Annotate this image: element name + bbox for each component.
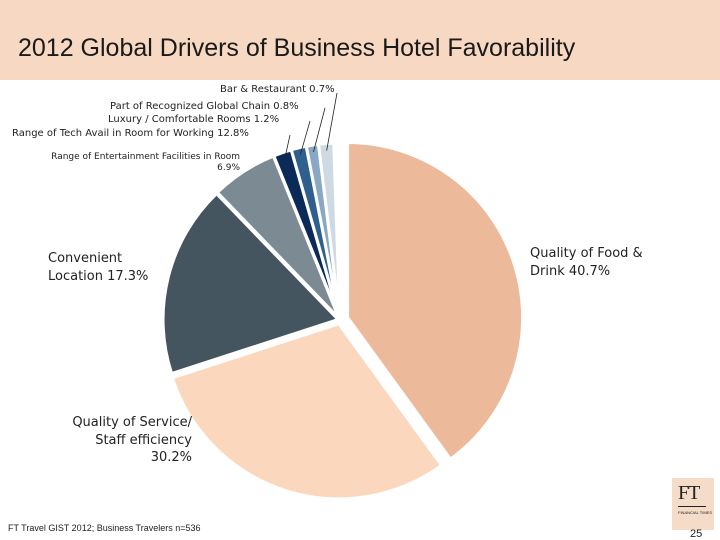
slice-service	[170, 322, 444, 501]
slide-title: 2012 Global Drivers of Business Hotel Fa…	[18, 34, 576, 62]
label-food-drink: Quality of Food & Drink 40.7%	[530, 245, 643, 280]
label-location-line1: Convenient	[48, 251, 123, 266]
label-service: Quality of Service/ Staff efficiency 30.…	[40, 414, 192, 467]
label-service-line2: Staff efficiency	[95, 432, 192, 448]
label-service-line3: 30.2%	[150, 450, 192, 466]
label-bar: Bar & Restaurant 0.7%	[220, 84, 335, 95]
source-note: FT Travel GIST 2012; Business Travelers …	[8, 523, 201, 533]
label-entertainment-line2: 6.9%	[217, 163, 240, 174]
ft-logo: FT FINANCIAL TIMES	[672, 478, 714, 530]
slice-bar	[316, 141, 342, 319]
leader-luxury	[299, 120, 311, 155]
ft-logo-rule	[678, 506, 706, 507]
ft-logo-subtext: FINANCIAL TIMES	[678, 510, 713, 515]
title-band	[0, 0, 720, 80]
label-chain: Part of Recognized Global Chain 0.8%	[110, 101, 299, 112]
leader-bar	[326, 92, 338, 151]
label-location: Convenient Location 17.3%	[48, 250, 148, 285]
label-food-drink-line2: Drink 40.7%	[530, 263, 611, 279]
slice-location	[161, 191, 341, 376]
leader-tech	[284, 134, 291, 160]
label-luxury: Luxury / Comfortable Rooms 1.2%	[108, 114, 280, 125]
label-tech: Range of Tech Avail in Room for Working …	[12, 128, 249, 139]
label-location-line2: Location 17.3%	[48, 268, 149, 284]
ft-logo-text: FT	[678, 482, 700, 504]
label-entertainment: Range of Entertainment Facilities in Roo…	[18, 152, 240, 175]
label-service-line1: Quality of Service/	[72, 415, 192, 430]
label-food-drink-line1: Quality of Food &	[530, 246, 643, 261]
leader-chain	[313, 107, 326, 153]
page-number: 25	[690, 528, 703, 540]
label-entertainment-line1: Range of Entertainment Facilities in Roo…	[51, 152, 240, 162]
slice-food-drink	[346, 141, 525, 462]
